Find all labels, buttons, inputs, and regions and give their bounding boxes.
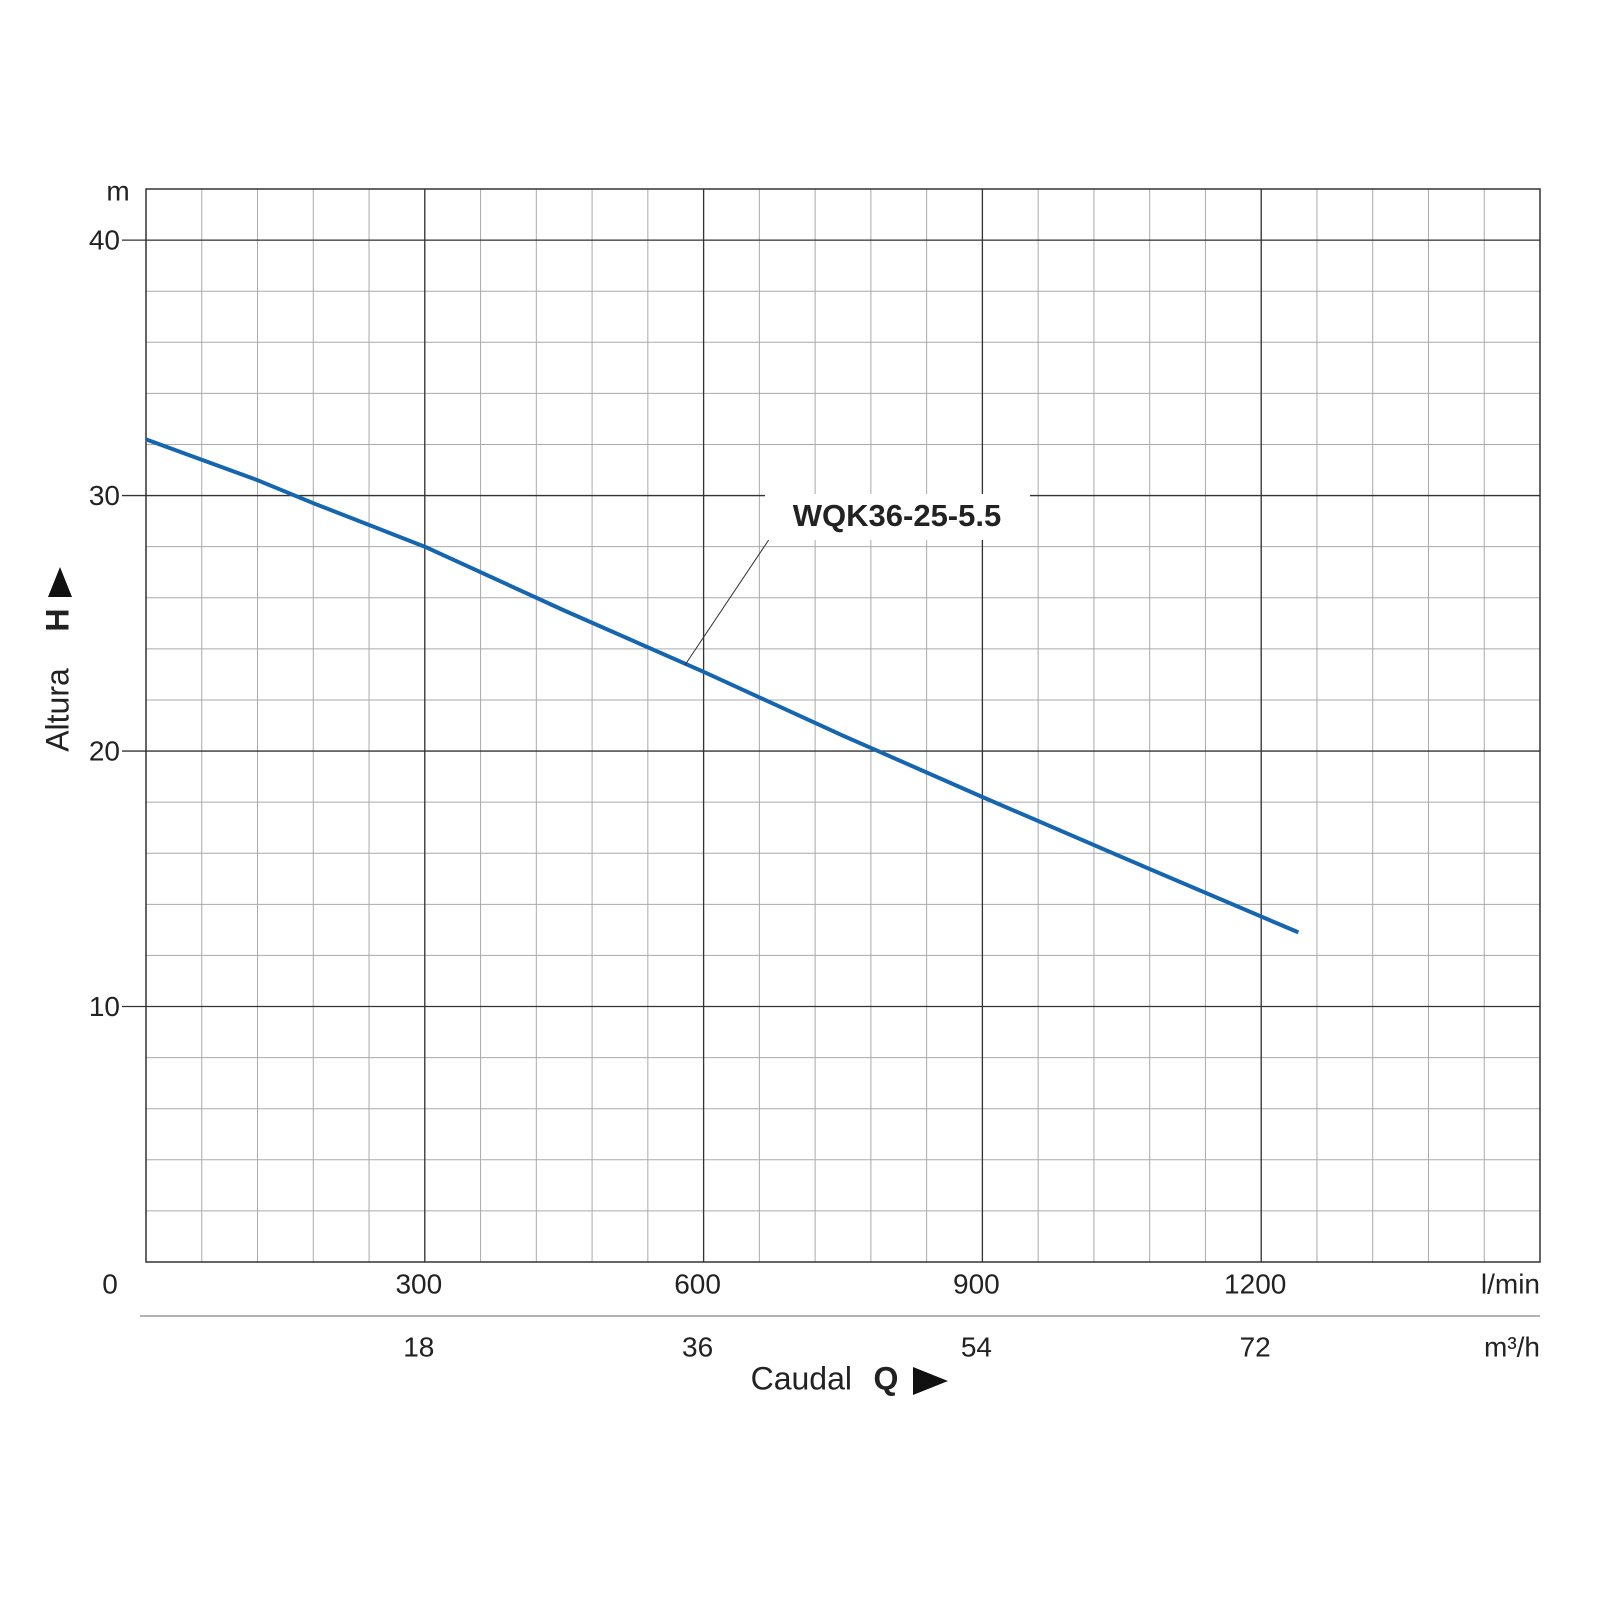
x-tick-label: 300 [395,1268,442,1299]
x-label: Caudal [751,1360,852,1396]
y-tick-label: 30 [89,480,120,511]
x2-tick-label: 54 [961,1331,992,1362]
y-tick-label: 20 [89,735,120,766]
x-tick-label: 600 [674,1268,721,1299]
curve [145,437,1300,935]
leader-line [684,537,918,666]
y-tick-label: 10 [89,991,120,1022]
x2-tick-label: 36 [682,1331,713,1362]
plot-frame [145,188,1541,1263]
y-unit: m [106,175,129,206]
x-tick-label: 1200 [1224,1268,1286,1299]
y-symbol: H [39,608,75,631]
label-bg [765,494,1030,540]
y-arrow [48,567,72,597]
x2-tick-label: 72 [1240,1331,1271,1362]
x2-tick-label: 18 [403,1331,434,1362]
y-label: Altura [39,668,75,752]
x-arrow [913,1367,948,1395]
x2-unit: m³/h [1484,1331,1540,1362]
x-tick-label: 0 [102,1268,118,1299]
x-symbol: Q [874,1360,899,1396]
y-tick-label: 40 [89,224,120,255]
series-label: WQK36-25-5.5 [793,498,1001,533]
x-tick-label: 900 [953,1268,1000,1299]
x-unit: l/min [1481,1268,1540,1299]
y-axis-title: Altura H [39,567,75,752]
